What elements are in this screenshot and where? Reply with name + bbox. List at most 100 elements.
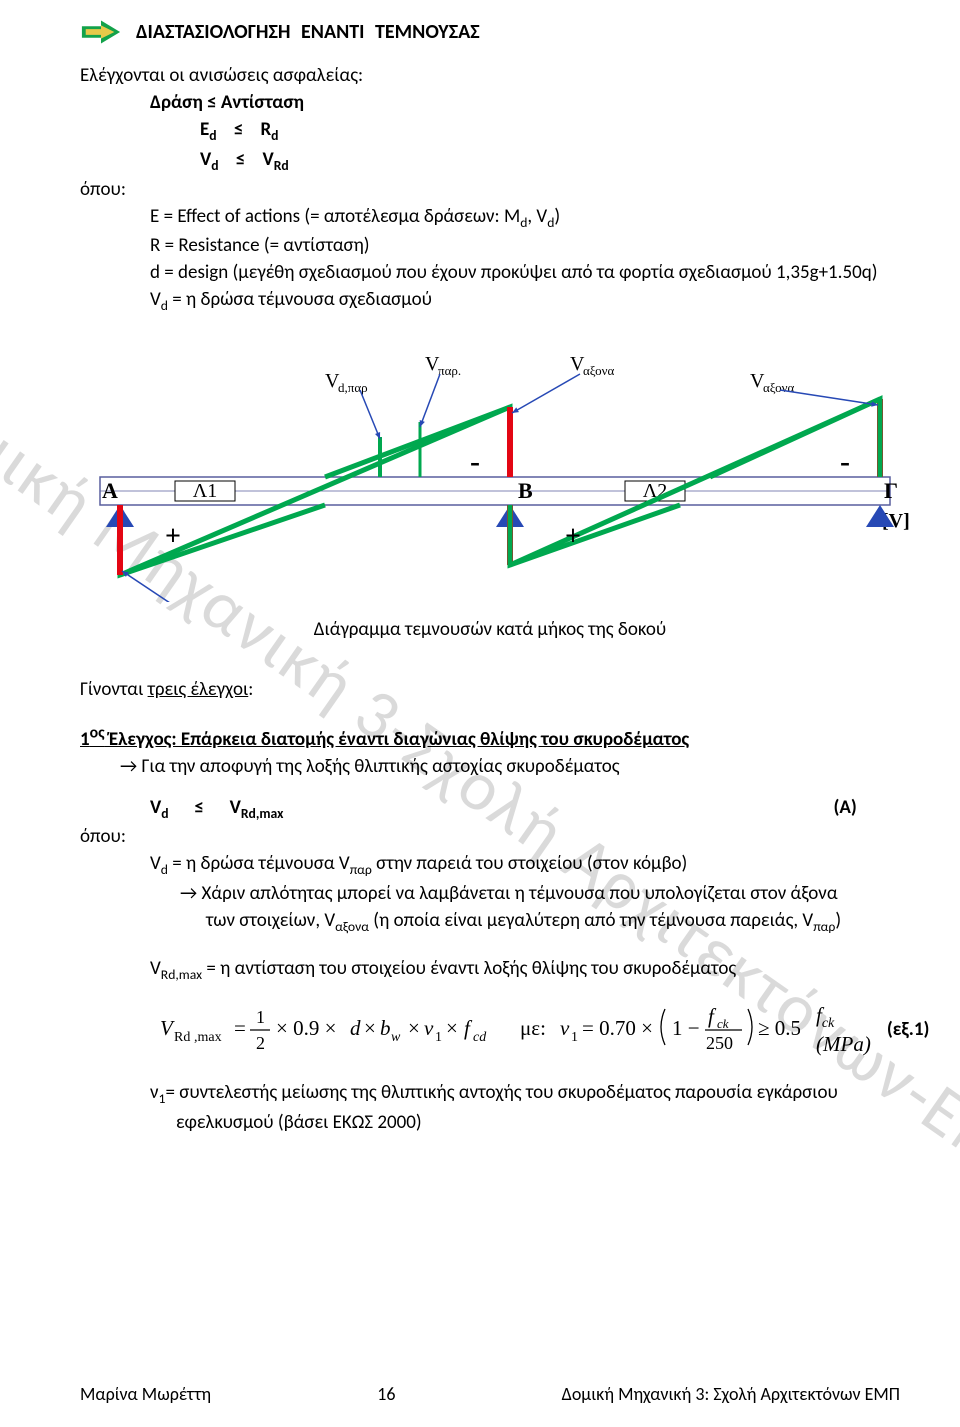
page-footer: Μαρίνα Μωρέττη 16 Δομική Μηχανική 3: Σχο… [80, 1383, 900, 1405]
vrd-V: V [150, 957, 161, 980]
vrd-text: = η αντίσταση του στοιχείου έναντι λοξής… [202, 957, 736, 980]
vd-def-text2: στην παρειά του στοιχείου (στον κόμβο) [372, 852, 688, 875]
vd-def-text: = η δρώσα τέμνουσα V [168, 852, 350, 875]
sub-d: d [209, 127, 216, 144]
svg-text:= 0.70 ×: = 0.70 × [582, 1016, 653, 1040]
svg-text:×: × [408, 1016, 420, 1040]
vd-note-2c: ) [835, 909, 841, 932]
svg-text:2: 2 [256, 1033, 265, 1053]
sym-le: ≤ [234, 118, 243, 141]
vd-note-1: → Χάριν απλότητας μπορεί να λαμβάνεται η… [180, 882, 900, 905]
shear-diagram: Λ1Λ2ΑΒΓ[V]+-+-Vd,παρVπαρ.VαξοναVαξοναVαξ… [80, 332, 900, 641]
vd-note-2sub: αξονα [335, 918, 369, 935]
sym-V2: V [262, 148, 273, 171]
relation-A: Vd ≤ VRd,max (Α) [150, 796, 900, 822]
svg-text:×: × [364, 1016, 376, 1040]
three-checks: Γίνονται τρεις έλεγχοι: [80, 678, 900, 701]
three-checks-u: τρεις έλεγχοι [148, 678, 249, 701]
vd-note-2: των στοιχείων, Vαξονα (η οποία είναι μεγ… [206, 909, 900, 935]
sub-Rd: Rd [274, 157, 289, 174]
section-title: ΔΙΑΣΤΑΣΙΟΛΟΓΗΣΗ ΕΝΑΝΤΙ ΤΕΜΝΟΥΣΑΣ [136, 20, 480, 44]
relA-sub2: Rd,max [241, 804, 284, 821]
svg-text:× 0.9 ×: × 0.9 × [276, 1016, 336, 1040]
svg-text:f: f [464, 1016, 473, 1040]
svg-text:Α: Α [102, 478, 118, 503]
vrdmax-def: VRd,max = η αντίσταση του στοιχείου έναν… [150, 957, 900, 983]
equation-1-svg: V Rd ,max = 1 2 × 0.9 × d × b w × [160, 997, 800, 1063]
svg-text:ν: ν [560, 1016, 570, 1040]
nu1-text: = συντελεστής μείωσης της θλιπτικής αντο… [165, 1081, 837, 1104]
svg-text:παρ.: παρ. [438, 363, 461, 378]
arrow-right-icon [80, 18, 122, 46]
sym-E: E [200, 118, 209, 141]
sub-d3: d [211, 157, 218, 174]
vd-note-2sub2: παρ [813, 918, 835, 935]
def-E-text: Ε = Effect of actions (= αποτέλεσμα δράσ… [150, 205, 520, 228]
svg-text:Β: Β [518, 478, 533, 503]
intro-ineq-e-r: Ed ≤ Rd [200, 118, 900, 144]
svg-text:b: b [380, 1016, 391, 1040]
three-checks-post: : [248, 678, 253, 701]
svg-text:αξονα: αξονα [763, 380, 795, 395]
sym-le2: ≤ [236, 148, 245, 171]
svg-text:με:: με: [520, 1016, 546, 1040]
svg-text:+: + [565, 521, 581, 552]
diagram-caption: Διάγραμμα τεμνουσών κατά μήκος της δοκού [80, 618, 900, 641]
svg-text:d,παρ: d,παρ [338, 380, 368, 395]
svg-text:d: d [350, 1016, 361, 1040]
def-E-end: ) [554, 205, 560, 228]
vrd-sub: Rd,max [161, 966, 202, 983]
relA-V1: V [150, 796, 161, 819]
def-d: d = design (μεγέθη σχεδιασμού που έχουν … [150, 261, 900, 284]
def-E-mid: , V [527, 205, 547, 228]
def-Vd-sub: d [161, 297, 168, 314]
vd-def: Vd = η δρώσα τέμνουσα Vπαρ στην παρειά τ… [150, 852, 900, 878]
svg-text:≥ 0.50 ,: ≥ 0.50 , [758, 1016, 800, 1040]
three-checks-pre: Γίνονται [80, 678, 148, 701]
where-label-2: όπου: [80, 825, 900, 848]
check-1-text: Έλεγχος: Επάρκεια διατομής έναντι διαγών… [105, 728, 690, 751]
relA-sub1: d [161, 804, 168, 821]
svg-text:-: - [840, 445, 850, 478]
def-R: R = Resistance (= αντίσταση) [150, 234, 900, 257]
svg-text:+: + [165, 521, 181, 552]
relA-mid: ≤ V [169, 796, 241, 819]
svg-text:Rd: Rd [174, 1030, 190, 1045]
where-label: όπου: [80, 178, 900, 201]
svg-text:Λ1: Λ1 [193, 480, 218, 502]
nu1-sym: ν [150, 1081, 159, 1104]
svg-text:1: 1 [256, 1007, 265, 1027]
svg-text:1 −: 1 − [672, 1016, 700, 1040]
relation-A-lhs: Vd ≤ VRd,max [150, 796, 283, 822]
nu1-def: ν1= συντελεστής μείωσης της θλιπτικής αν… [150, 1081, 900, 1107]
sym-R: R [260, 118, 271, 141]
svg-text:=: = [234, 1016, 246, 1040]
svg-text:250: 250 [706, 1033, 733, 1053]
svg-text:f: f [708, 1004, 717, 1028]
def-Vd: Vd = η δρώσα τέμνουσα σχεδιασμού [150, 288, 900, 314]
equation-1-tag: (εξ.1) [887, 1018, 930, 1041]
def-Vd-text: = η δρώσα τέμνουσα σχεδιασμού [168, 288, 432, 311]
vd-note-2a: των στοιχείων, V [206, 909, 335, 932]
footer-page-number: 16 [377, 1383, 395, 1405]
svg-text:Γ: Γ [884, 478, 898, 503]
relation-A-tag: (Α) [833, 796, 856, 819]
equation-1-fck-units: fck (MPa) [816, 1003, 871, 1057]
vd-def-sub: d [161, 861, 168, 878]
def-E: Ε = Effect of actions (= αποτέλεσμα δράσ… [150, 205, 900, 231]
footer-right: Δομική Μηχανική 3: Σχολή Αρχιτεκτόνων ΕΜ… [562, 1383, 900, 1405]
sym-V: V [200, 148, 211, 171]
equation-1: V Rd ,max = 1 2 × 0.9 × d × b w × [160, 997, 900, 1063]
vd-note-2b: (η οποία είναι μεγαλύτερη από την τέμνου… [369, 909, 813, 932]
svg-text:αξονα: αξονα [583, 363, 615, 378]
svg-text:-: - [470, 445, 480, 478]
nu1-def-2: εφελκυσμού (βάσει ΕΚΩΣ 2000) [176, 1111, 900, 1134]
intro-inequality-words: Δράση ≤ Αντίσταση [150, 91, 900, 114]
vd-def-V: V [150, 852, 161, 875]
intro-ineq-v-v: Vd ≤ VRd [200, 148, 900, 174]
svg-text:1: 1 [571, 1030, 578, 1045]
def-Vd-V: V [150, 288, 161, 311]
svg-text:1: 1 [435, 1030, 442, 1045]
check-1-title: 1ος Έλεγχος: Επάρκεια διατομής έναντι δι… [80, 723, 900, 750]
svg-text:w: w [391, 1030, 401, 1045]
